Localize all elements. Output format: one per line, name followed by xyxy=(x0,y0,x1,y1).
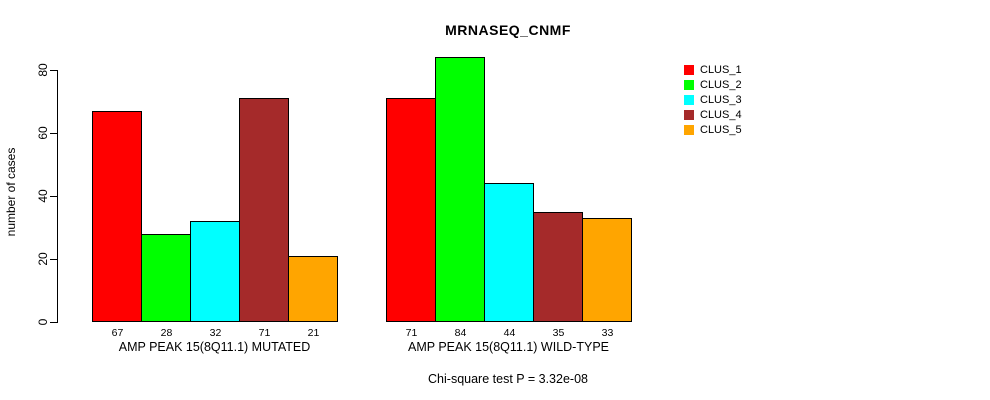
category-label: AMP PEAK 15(8Q11.1) MUTATED xyxy=(118,340,311,354)
y-tick xyxy=(50,259,58,260)
y-tick-label: 60 xyxy=(36,126,50,140)
bar-value-label: 71 xyxy=(258,327,271,339)
legend-label: CLUS_1 xyxy=(700,64,742,76)
legend-label: CLUS_3 xyxy=(700,94,742,106)
bar-clus_3-group1 xyxy=(190,221,240,322)
y-tick xyxy=(50,70,58,71)
y-tick xyxy=(50,133,58,134)
bar-value-label: 44 xyxy=(503,327,516,339)
bar-value-label: 32 xyxy=(209,327,222,339)
legend-swatch-clus_2 xyxy=(684,80,694,90)
bar-clus_5-group2 xyxy=(582,218,632,322)
y-tick xyxy=(50,322,58,323)
bar-clus_2-group1 xyxy=(141,233,191,322)
legend-swatch-clus_3 xyxy=(684,95,694,105)
y-tick xyxy=(50,196,58,197)
bar-value-label: 28 xyxy=(160,327,173,339)
bar-clus_4-group1 xyxy=(239,98,289,322)
bar-clus_2-group2 xyxy=(435,57,485,322)
legend-swatch-clus_5 xyxy=(684,125,694,135)
bar-clus_1-group1 xyxy=(92,110,142,322)
y-axis-label: number of cases xyxy=(4,147,18,237)
legend-label: CLUS_5 xyxy=(700,124,742,136)
category-label: AMP PEAK 15(8Q11.1) WILD-TYPE xyxy=(408,340,609,354)
chi-square-annotation: Chi-square test P = 3.32e-08 xyxy=(428,372,588,386)
legend-label: CLUS_2 xyxy=(700,79,742,91)
bar-value-label: 21 xyxy=(307,327,320,339)
y-tick-label: 20 xyxy=(36,252,50,266)
bar-value-label: 35 xyxy=(552,327,565,339)
bar-clus_4-group2 xyxy=(533,211,583,322)
y-tick-label: 80 xyxy=(36,63,50,77)
bar-clus_3-group2 xyxy=(484,183,534,322)
chart-title: MRNASEQ_CNMF xyxy=(445,22,571,38)
bar-value-label: 71 xyxy=(405,327,418,339)
bar-value-label: 84 xyxy=(454,327,467,339)
bar-value-label: 67 xyxy=(111,327,124,339)
bar-clus_1-group2 xyxy=(386,98,436,322)
legend-label: CLUS_4 xyxy=(700,109,742,121)
bar-clus_5-group1 xyxy=(288,255,338,322)
y-tick-label: 0 xyxy=(36,318,50,326)
y-tick-label: 40 xyxy=(36,189,50,203)
legend-swatch-clus_4 xyxy=(684,110,694,120)
bar-value-label: 33 xyxy=(601,327,614,339)
legend-swatch-clus_1 xyxy=(684,65,694,75)
